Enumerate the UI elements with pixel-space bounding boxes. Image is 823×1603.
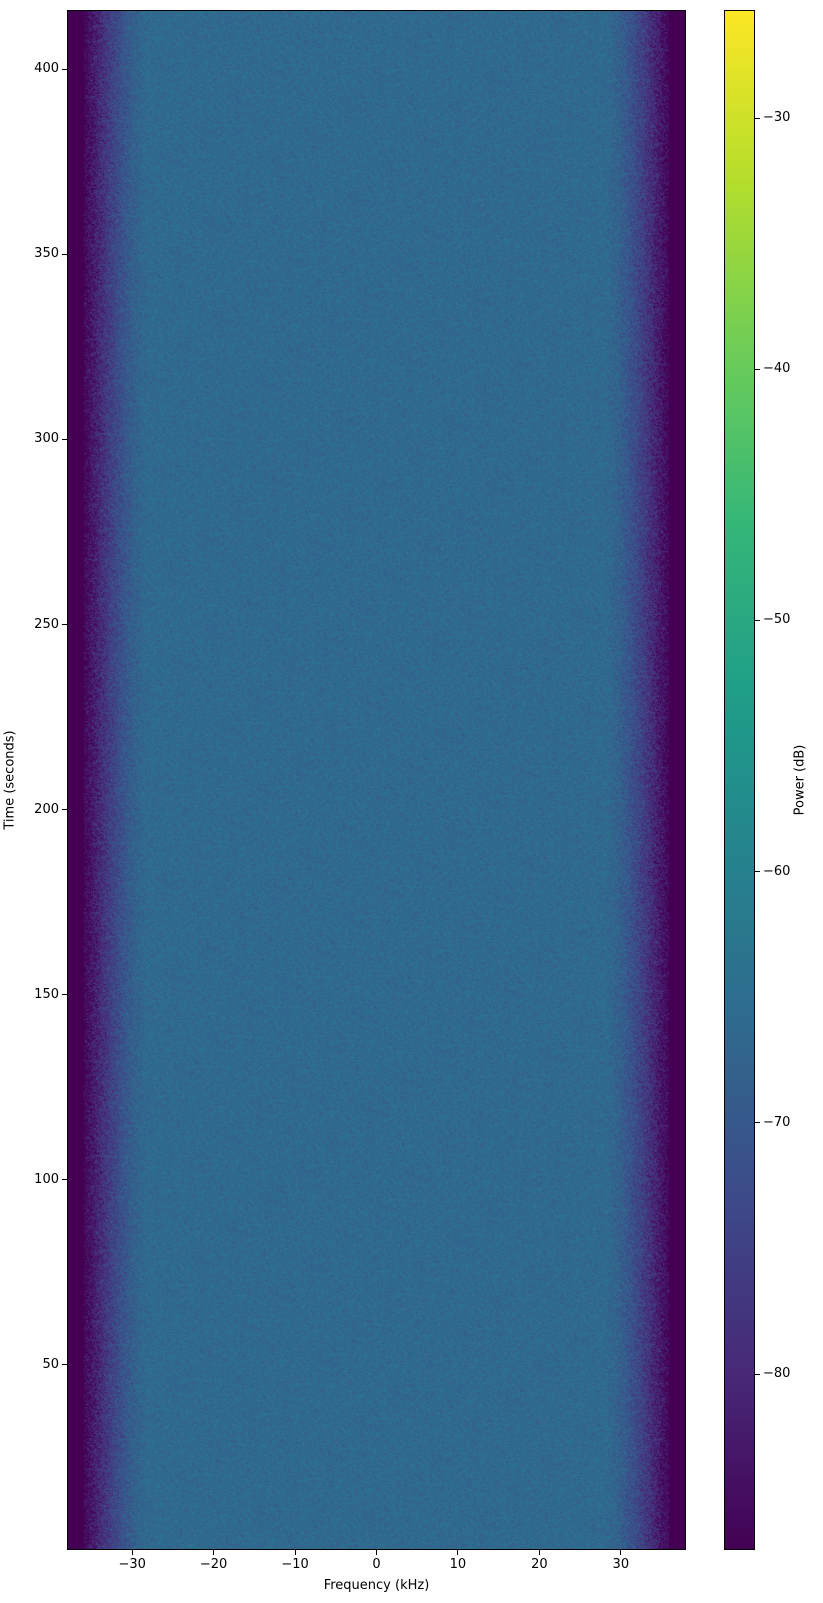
y-tick: [62, 994, 67, 996]
colorbar-tick: [755, 368, 760, 370]
x-tick: [213, 1550, 215, 1555]
y-tick: [62, 253, 67, 255]
y-tick: [62, 809, 67, 811]
y-tick-label: 300: [34, 431, 59, 447]
colorbar-tick: [755, 1122, 760, 1124]
x-tick-label: −10: [281, 1557, 309, 1572]
y-tick-label: 150: [34, 986, 59, 1002]
colorbar-tick: [755, 117, 760, 119]
x-tick: [131, 1550, 133, 1555]
colorbar-tick: [755, 871, 760, 873]
colorbar-tick: [755, 1373, 760, 1375]
x-tick-label: 20: [531, 1557, 548, 1572]
x-tick-label: 30: [612, 1557, 630, 1572]
colorbar: [724, 10, 755, 1550]
colorbar-tick-label: −40: [763, 361, 791, 377]
colorbar-gradient: [725, 11, 754, 1549]
y-tick-label: 250: [34, 616, 59, 632]
y-axis-label: Time (seconds): [2, 730, 18, 830]
x-tick: [376, 1550, 377, 1555]
colorbar-tick-label: −80: [763, 1366, 791, 1382]
y-tick-label: 200: [34, 801, 59, 817]
colorbar-tick: [755, 619, 760, 621]
y-tick-label: 50: [42, 1356, 59, 1372]
y-tick-label: 100: [34, 1171, 59, 1187]
spectrogram-plot-area: [67, 10, 686, 1550]
y-tick-label: 400: [34, 61, 59, 77]
y-tick-label: 350: [34, 246, 59, 262]
x-tick: [457, 1550, 459, 1555]
colorbar-label: Power (dB): [792, 744, 808, 816]
x-axis-label: Frequency (kHz): [323, 1578, 430, 1593]
colorbar-tick-label: −70: [763, 1114, 791, 1130]
x-tick: [294, 1550, 296, 1555]
y-tick: [62, 1364, 67, 1366]
spectrogram-image: [68, 11, 685, 1549]
colorbar-tick-label: −50: [763, 612, 791, 628]
x-tick-label: 0: [372, 1557, 381, 1572]
colorbar-tick-label: −30: [763, 110, 791, 126]
x-tick: [538, 1550, 540, 1555]
x-tick: [620, 1550, 622, 1555]
y-tick: [62, 438, 67, 440]
y-tick: [62, 1179, 67, 1181]
y-tick: [62, 68, 67, 70]
y-tick: [62, 624, 67, 626]
colorbar-tick-label: −60: [763, 863, 791, 879]
x-tick-label: 10: [449, 1557, 467, 1572]
x-tick-label: −30: [118, 1557, 146, 1572]
x-tick-label: −20: [199, 1557, 228, 1572]
